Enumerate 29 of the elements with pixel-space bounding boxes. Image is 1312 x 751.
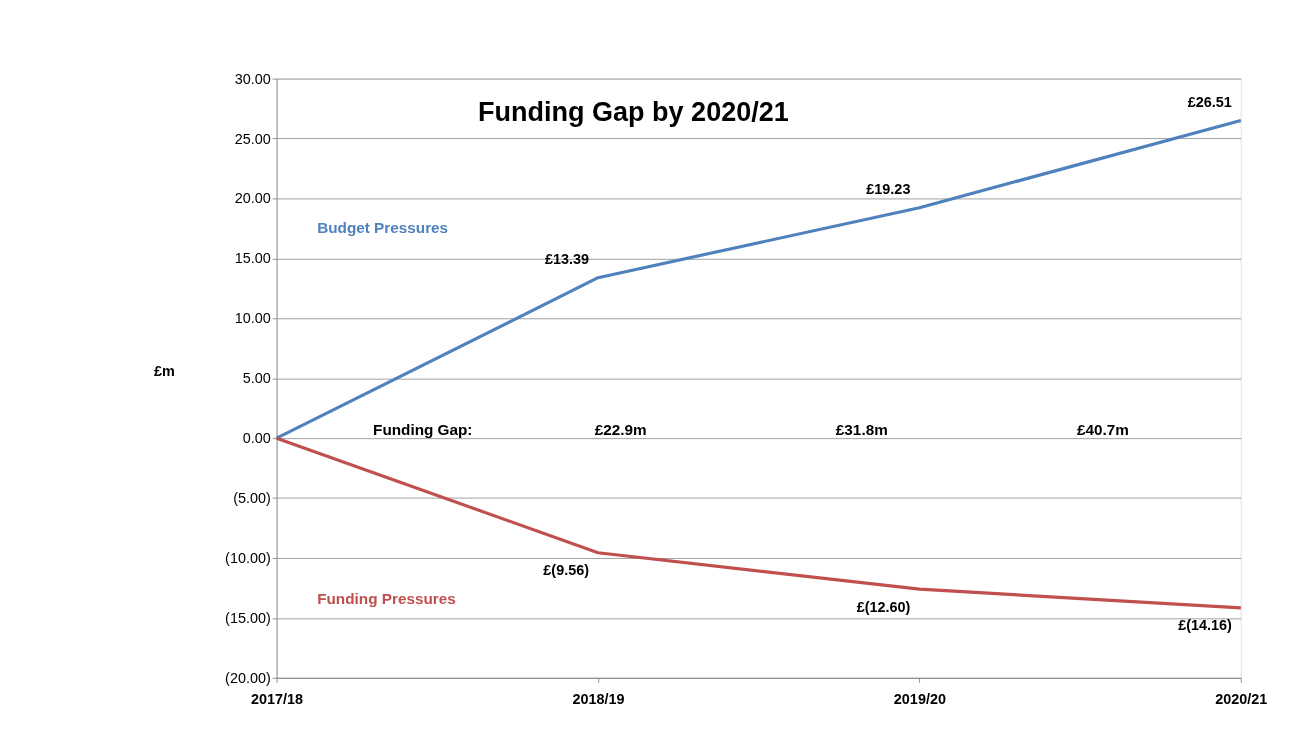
text: Funding Pressures	[317, 590, 456, 608]
x-tick-label: 2020/21	[1215, 690, 1268, 707]
x-tick-label: 2018/19	[572, 690, 625, 707]
y-tick-label: 25.00	[234, 130, 271, 147]
annotation: £40.7m	[1076, 420, 1129, 438]
y-tick-label: 10.00	[234, 310, 271, 327]
annotation: £22.9m	[594, 420, 647, 438]
annotation: £31.8m	[835, 420, 888, 438]
y-tick-label: (20.00)	[225, 669, 271, 686]
data-label: £26.51	[1187, 93, 1232, 110]
y-axis-title: £m	[154, 363, 175, 379]
annotation: Funding Gap:	[373, 420, 473, 438]
x-tick-label: 2017/18	[251, 690, 304, 707]
data-label: £(12.60)	[856, 598, 911, 615]
text: Budget Pressures	[317, 218, 449, 236]
text: Funding Gap by 2020/21	[478, 96, 789, 127]
data-label: £13.39	[544, 251, 590, 268]
y-tick-label: 15.00	[234, 250, 271, 267]
data-label: £19.23	[866, 181, 911, 198]
x-tick-label: 2019/20	[893, 690, 946, 707]
y-tick-label: 30.00	[234, 70, 271, 87]
y-tick-label: 20.00	[234, 190, 271, 207]
y-tick-label: (15.00)	[225, 609, 271, 626]
y-tick-label: (5.00)	[233, 490, 271, 507]
y-tick-label: 0.00	[242, 430, 271, 447]
data-label: £(9.56)	[543, 562, 590, 579]
y-tick-label: 5.00	[242, 370, 271, 387]
data-label: £(14.16)	[1178, 617, 1232, 634]
y-tick-label: (10.00)	[225, 549, 271, 566]
